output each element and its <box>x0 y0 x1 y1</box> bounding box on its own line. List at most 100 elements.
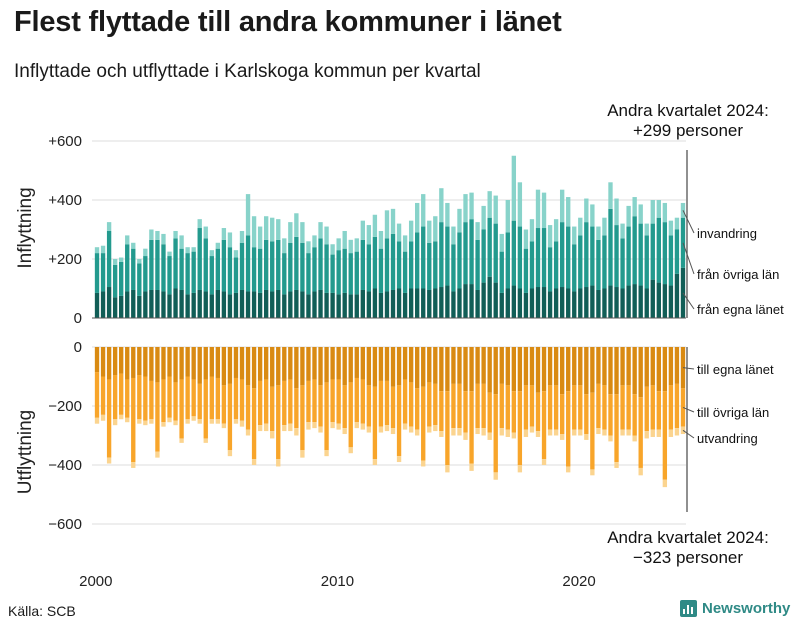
bar-in-invandring-2006K2 <box>245 194 251 236</box>
source-note: Källa: SCB <box>8 603 76 619</box>
bar-in-invandring-2018K3 <box>541 192 547 229</box>
bar-in-egna-2008K2 <box>294 289 299 318</box>
bar-out-egna-2014K4 <box>451 347 456 384</box>
bar-out-ovriga-2005K1 <box>215 377 221 420</box>
bar-in-invandring-2023K2 <box>656 200 661 218</box>
bar-in-ovriga-2019K4 <box>572 244 577 292</box>
bar-in-ovriga-2001K3 <box>131 248 136 290</box>
bar-out-utvandring-2004K2 <box>197 419 202 424</box>
bar-out-egna-2009K3 <box>324 347 329 383</box>
bar-out-utvandring-2010K1 <box>336 423 341 430</box>
bar-in-egna-2007K3 <box>276 289 281 318</box>
bar-out-ovriga-2000K4 <box>112 375 118 420</box>
bar-in-ovriga-2010K2 <box>342 248 347 293</box>
bar-out-egna-2011K2 <box>366 347 372 386</box>
bar-out-utvandring-2010K3 <box>348 447 353 454</box>
bar-in-invandring-2012K2 <box>390 208 396 234</box>
bar-out-ovriga-2000K3 <box>106 379 112 458</box>
bar-out-ovriga-2022K2 <box>632 394 637 436</box>
bar-in-egna-2023K1 <box>650 279 655 318</box>
annotation-top-line2: +299 personer <box>633 121 743 140</box>
bar-in-invandring-2014K2 <box>439 188 444 223</box>
series-label: utvandring <box>697 431 758 446</box>
bar-out-ovriga-2016K3 <box>493 394 498 473</box>
bar-in-egna-2011K3 <box>372 288 378 318</box>
bar-out-utvandring-2002K4 <box>161 422 166 427</box>
bar-out-ovriga-2001K1 <box>119 373 124 415</box>
bar-out-utvandring-2011K4 <box>378 426 384 433</box>
bar-in-invandring-2020K4 <box>596 226 601 240</box>
bar-in-invandring-2009K2 <box>318 222 323 239</box>
bar-out-utvandring-2007K2 <box>270 431 275 439</box>
bar-in-invandring-2018K1 <box>529 219 535 242</box>
bar-out-ovriga-2020K4 <box>596 383 601 429</box>
bar-out-utvandring-2022K2 <box>632 435 637 442</box>
bar-in-invandring-2014K1 <box>433 216 438 242</box>
bar-out-utvandring-2015K1 <box>457 428 462 436</box>
bar-out-egna-2014K1 <box>433 347 438 384</box>
bar-in-ovriga-2000K1 <box>94 253 100 293</box>
bar-out-egna-2012K2 <box>390 347 396 387</box>
bar-out-egna-2008K4 <box>306 347 311 381</box>
bar-out-egna-2001K4 <box>137 347 142 376</box>
bar-in-ovriga-2003K1 <box>167 256 172 295</box>
bar-out-ovriga-2023K3 <box>662 391 668 480</box>
bar-in-egna-2005K3 <box>227 294 233 318</box>
bar-in-ovriga-2005K4 <box>233 257 239 293</box>
bar-in-ovriga-2012K1 <box>384 238 390 292</box>
bar-out-egna-2020K3 <box>590 347 595 393</box>
bar-out-utvandring-2017K3 <box>517 465 523 473</box>
bar-in-ovriga-2020K2 <box>584 222 589 288</box>
bar-in-invandring-2002K2 <box>149 229 154 240</box>
bar-in-invandring-2014K4 <box>451 226 456 245</box>
bar-out-egna-2021K2 <box>608 347 613 395</box>
bar-in-ovriga-2021K4 <box>620 238 625 289</box>
bar-in-ovriga-2009K2 <box>318 238 323 290</box>
bar-out-ovriga-2013K2 <box>415 388 420 430</box>
bar-out-ovriga-2024K1 <box>674 383 680 429</box>
bar-in-invandring-2003K2 <box>173 230 178 239</box>
bar-out-ovriga-2017K2 <box>511 391 517 433</box>
bar-out-ovriga-2002K4 <box>161 379 166 423</box>
bar-out-egna-2017K1 <box>505 347 510 386</box>
bar-in-ovriga-2016K1 <box>481 229 486 283</box>
bar-in-egna-2022K3 <box>638 285 643 318</box>
bar-in-egna-2002K3 <box>155 289 160 318</box>
bar-in-egna-2003K4 <box>185 294 190 318</box>
bar-out-egna-2018K1 <box>529 347 535 386</box>
bar-out-ovriga-2019K1 <box>553 385 559 430</box>
bar-in-invandring-2017K4 <box>523 229 529 249</box>
bar-in-invandring-2015K2 <box>463 194 468 223</box>
bar-out-utvandring-2005K3 <box>227 450 233 457</box>
bar-in-egna-2007K1 <box>263 289 269 318</box>
bar-out-utvandring-2003K1 <box>167 417 172 423</box>
newsworthy-logo: Newsworthy <box>680 600 790 617</box>
bar-out-ovriga-2017K3 <box>517 391 523 465</box>
bar-in-egna-2013K2 <box>415 288 420 318</box>
bar-out-egna-2010K4 <box>354 347 359 378</box>
bar-in-invandring-2002K4 <box>161 233 166 245</box>
bar-in-egna-2018K1 <box>529 288 535 318</box>
bar-in-egna-2014K2 <box>439 287 444 318</box>
bar-out-ovriga-2022K1 <box>626 385 631 430</box>
bar-out-utvandring-2019K2 <box>559 434 565 440</box>
chart-subtitle: Inflyttade och utflyttade i Karlskoga ko… <box>14 61 481 82</box>
bar-in-ovriga-2006K3 <box>251 247 257 292</box>
bar-out-utvandring-2020K2 <box>584 434 589 440</box>
bar-out-ovriga-2013K1 <box>408 382 414 427</box>
y-tick-label: 0 <box>74 339 82 356</box>
bar-out-ovriga-2008K4 <box>306 380 311 423</box>
series-label: till egna länet <box>697 362 774 377</box>
bar-in-invandring-2006K3 <box>251 216 257 248</box>
bar-in-ovriga-2013K3 <box>421 226 426 289</box>
bar-out-utvandring-2016K2 <box>487 432 492 440</box>
bar-in-egna-2011K1 <box>360 289 365 318</box>
bar-out-ovriga-2019K2 <box>559 394 565 435</box>
bar-out-ovriga-2012K3 <box>396 385 402 457</box>
bar-out-utvandring-2001K1 <box>119 414 124 420</box>
bar-in-ovriga-2007K1 <box>263 239 269 290</box>
bar-out-ovriga-2018K3 <box>541 391 547 460</box>
bar-out-utvandring-2008K1 <box>288 423 293 432</box>
bar-in-invandring-2002K1 <box>143 248 148 257</box>
bar-out-ovriga-2020K2 <box>584 394 589 435</box>
